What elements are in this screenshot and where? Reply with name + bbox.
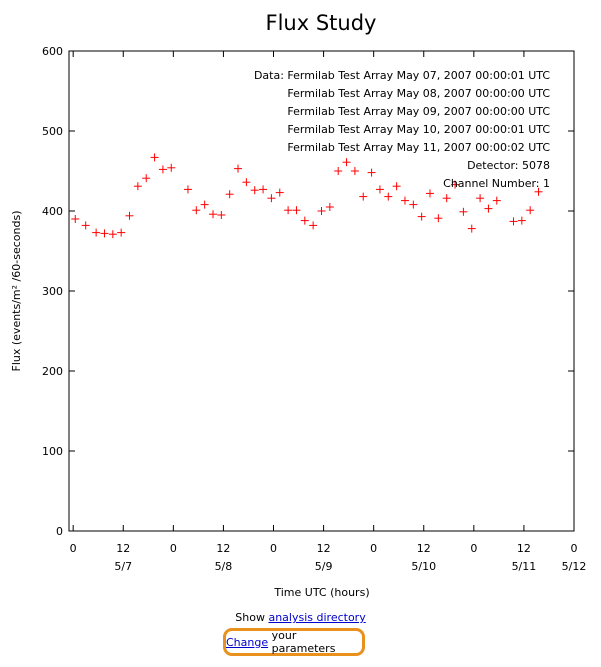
data-point [250, 186, 259, 195]
data-point [108, 230, 117, 239]
data-point [242, 178, 251, 187]
data-point [442, 194, 451, 203]
y-tick-label: 100 [42, 445, 63, 458]
x-tick-label: 0 [270, 542, 277, 555]
data-point [350, 167, 359, 175]
change-parameters-box: Change your parameters [223, 628, 365, 656]
data-point [183, 185, 192, 194]
data-point [526, 206, 535, 215]
y-axis-label: Flux (events/m² /60-seconds) [10, 211, 23, 372]
data-point [167, 163, 176, 172]
data-point [375, 185, 384, 194]
y-axis: 0 100 200 300 400 500 600 [42, 45, 574, 538]
show-label: Show [235, 611, 265, 624]
analysis-directory-link[interactable]: analysis directory [268, 611, 366, 624]
x-date-label: 5/10 [411, 560, 436, 573]
chart-title: Flux Study [266, 11, 377, 35]
data-point [384, 192, 393, 201]
data-point [451, 180, 460, 189]
x-tick-label: 0 [571, 542, 578, 555]
x-date-label: 5/7 [114, 560, 132, 573]
data-point [409, 200, 418, 209]
x-tick-label: 12 [116, 542, 130, 555]
data-point [142, 174, 151, 183]
data-point [367, 168, 376, 177]
data-point [392, 182, 401, 191]
data-point [434, 214, 443, 223]
data-point [92, 228, 101, 237]
data-point [225, 190, 234, 199]
data-point [217, 211, 226, 219]
legend-line: Fermilab Test Array May 11, 2007 00:00:0… [287, 141, 550, 154]
x-tick-label: 0 [470, 542, 477, 555]
data-point [150, 153, 159, 162]
data-point [509, 217, 518, 226]
data-point [476, 194, 485, 203]
x-tick-label: 12 [317, 542, 331, 555]
x-tick-label: 12 [417, 542, 431, 555]
data-point [71, 215, 80, 223]
data-point [158, 165, 167, 174]
x-date-label: 5/11 [512, 560, 537, 573]
legend-line: Fermilab Test Array May 09, 2007 00:00:0… [287, 105, 550, 118]
data-point [125, 211, 134, 220]
chart-legend: Data: Fermilab Test Array May 07, 2007 0… [254, 69, 550, 190]
x-axis: 0 12 5/7 0 12 5/8 0 12 5/9 0 12 5/10 0 12 5/11 0 5/12 [70, 51, 587, 573]
y-tick-label: 300 [42, 285, 63, 298]
x-tick-label: 0 [170, 542, 177, 555]
data-point [192, 206, 201, 215]
x-axis-label: Time UTC (hours) [273, 586, 369, 599]
data-point [417, 212, 426, 221]
data-point [426, 189, 435, 198]
legend-line: Data: Fermilab Test Array May 07, 2007 0… [254, 69, 550, 82]
legend-line: Detector: 5078 [467, 159, 550, 172]
data-point [292, 206, 301, 215]
data-point [259, 185, 268, 194]
data-point [133, 182, 142, 191]
data-point [100, 229, 109, 238]
data-point [534, 187, 543, 196]
y-tick-label: 400 [42, 205, 63, 218]
x-date-label: 5/12 [562, 560, 587, 573]
data-point [342, 158, 351, 167]
x-tick-label: 12 [517, 542, 531, 555]
y-tick-label: 500 [42, 125, 63, 138]
data-point [234, 164, 243, 173]
data-point [459, 207, 468, 216]
data-point [284, 206, 293, 215]
legend-line: Fermilab Test Array May 10, 2007 00:00:0… [287, 123, 550, 136]
x-date-label: 5/8 [215, 560, 233, 573]
data-point [309, 221, 318, 230]
data-point [317, 207, 326, 215]
data-point [517, 216, 526, 225]
data-point [208, 210, 217, 219]
y-tick-label: 0 [56, 525, 63, 538]
x-tick-label: 0 [70, 542, 77, 555]
legend-line: Channel Number: 1 [443, 177, 550, 190]
data-point [267, 194, 276, 203]
data-point [81, 221, 90, 230]
x-date-label: 5/9 [315, 560, 333, 573]
y-tick-label: 200 [42, 365, 63, 378]
data-point [117, 228, 126, 237]
change-link[interactable]: Change [226, 635, 269, 649]
data-point [325, 203, 334, 211]
data-point [334, 167, 343, 175]
x-tick-label: 12 [216, 542, 230, 555]
legend-line: Fermilab Test Array May 08, 2007 00:00:0… [287, 87, 550, 100]
data-point [467, 224, 476, 233]
data-point [359, 192, 368, 201]
data-point [275, 188, 284, 197]
data-markers [71, 153, 543, 239]
data-point [200, 200, 209, 209]
data-point [400, 196, 409, 205]
data-point [492, 196, 501, 205]
data-point [300, 216, 309, 225]
change-parameters-label: your parameters [271, 629, 336, 655]
data-point [484, 204, 493, 213]
x-tick-label: 0 [370, 542, 377, 555]
y-tick-label: 600 [42, 45, 63, 58]
analysis-line: Show analysis directory [0, 611, 601, 624]
